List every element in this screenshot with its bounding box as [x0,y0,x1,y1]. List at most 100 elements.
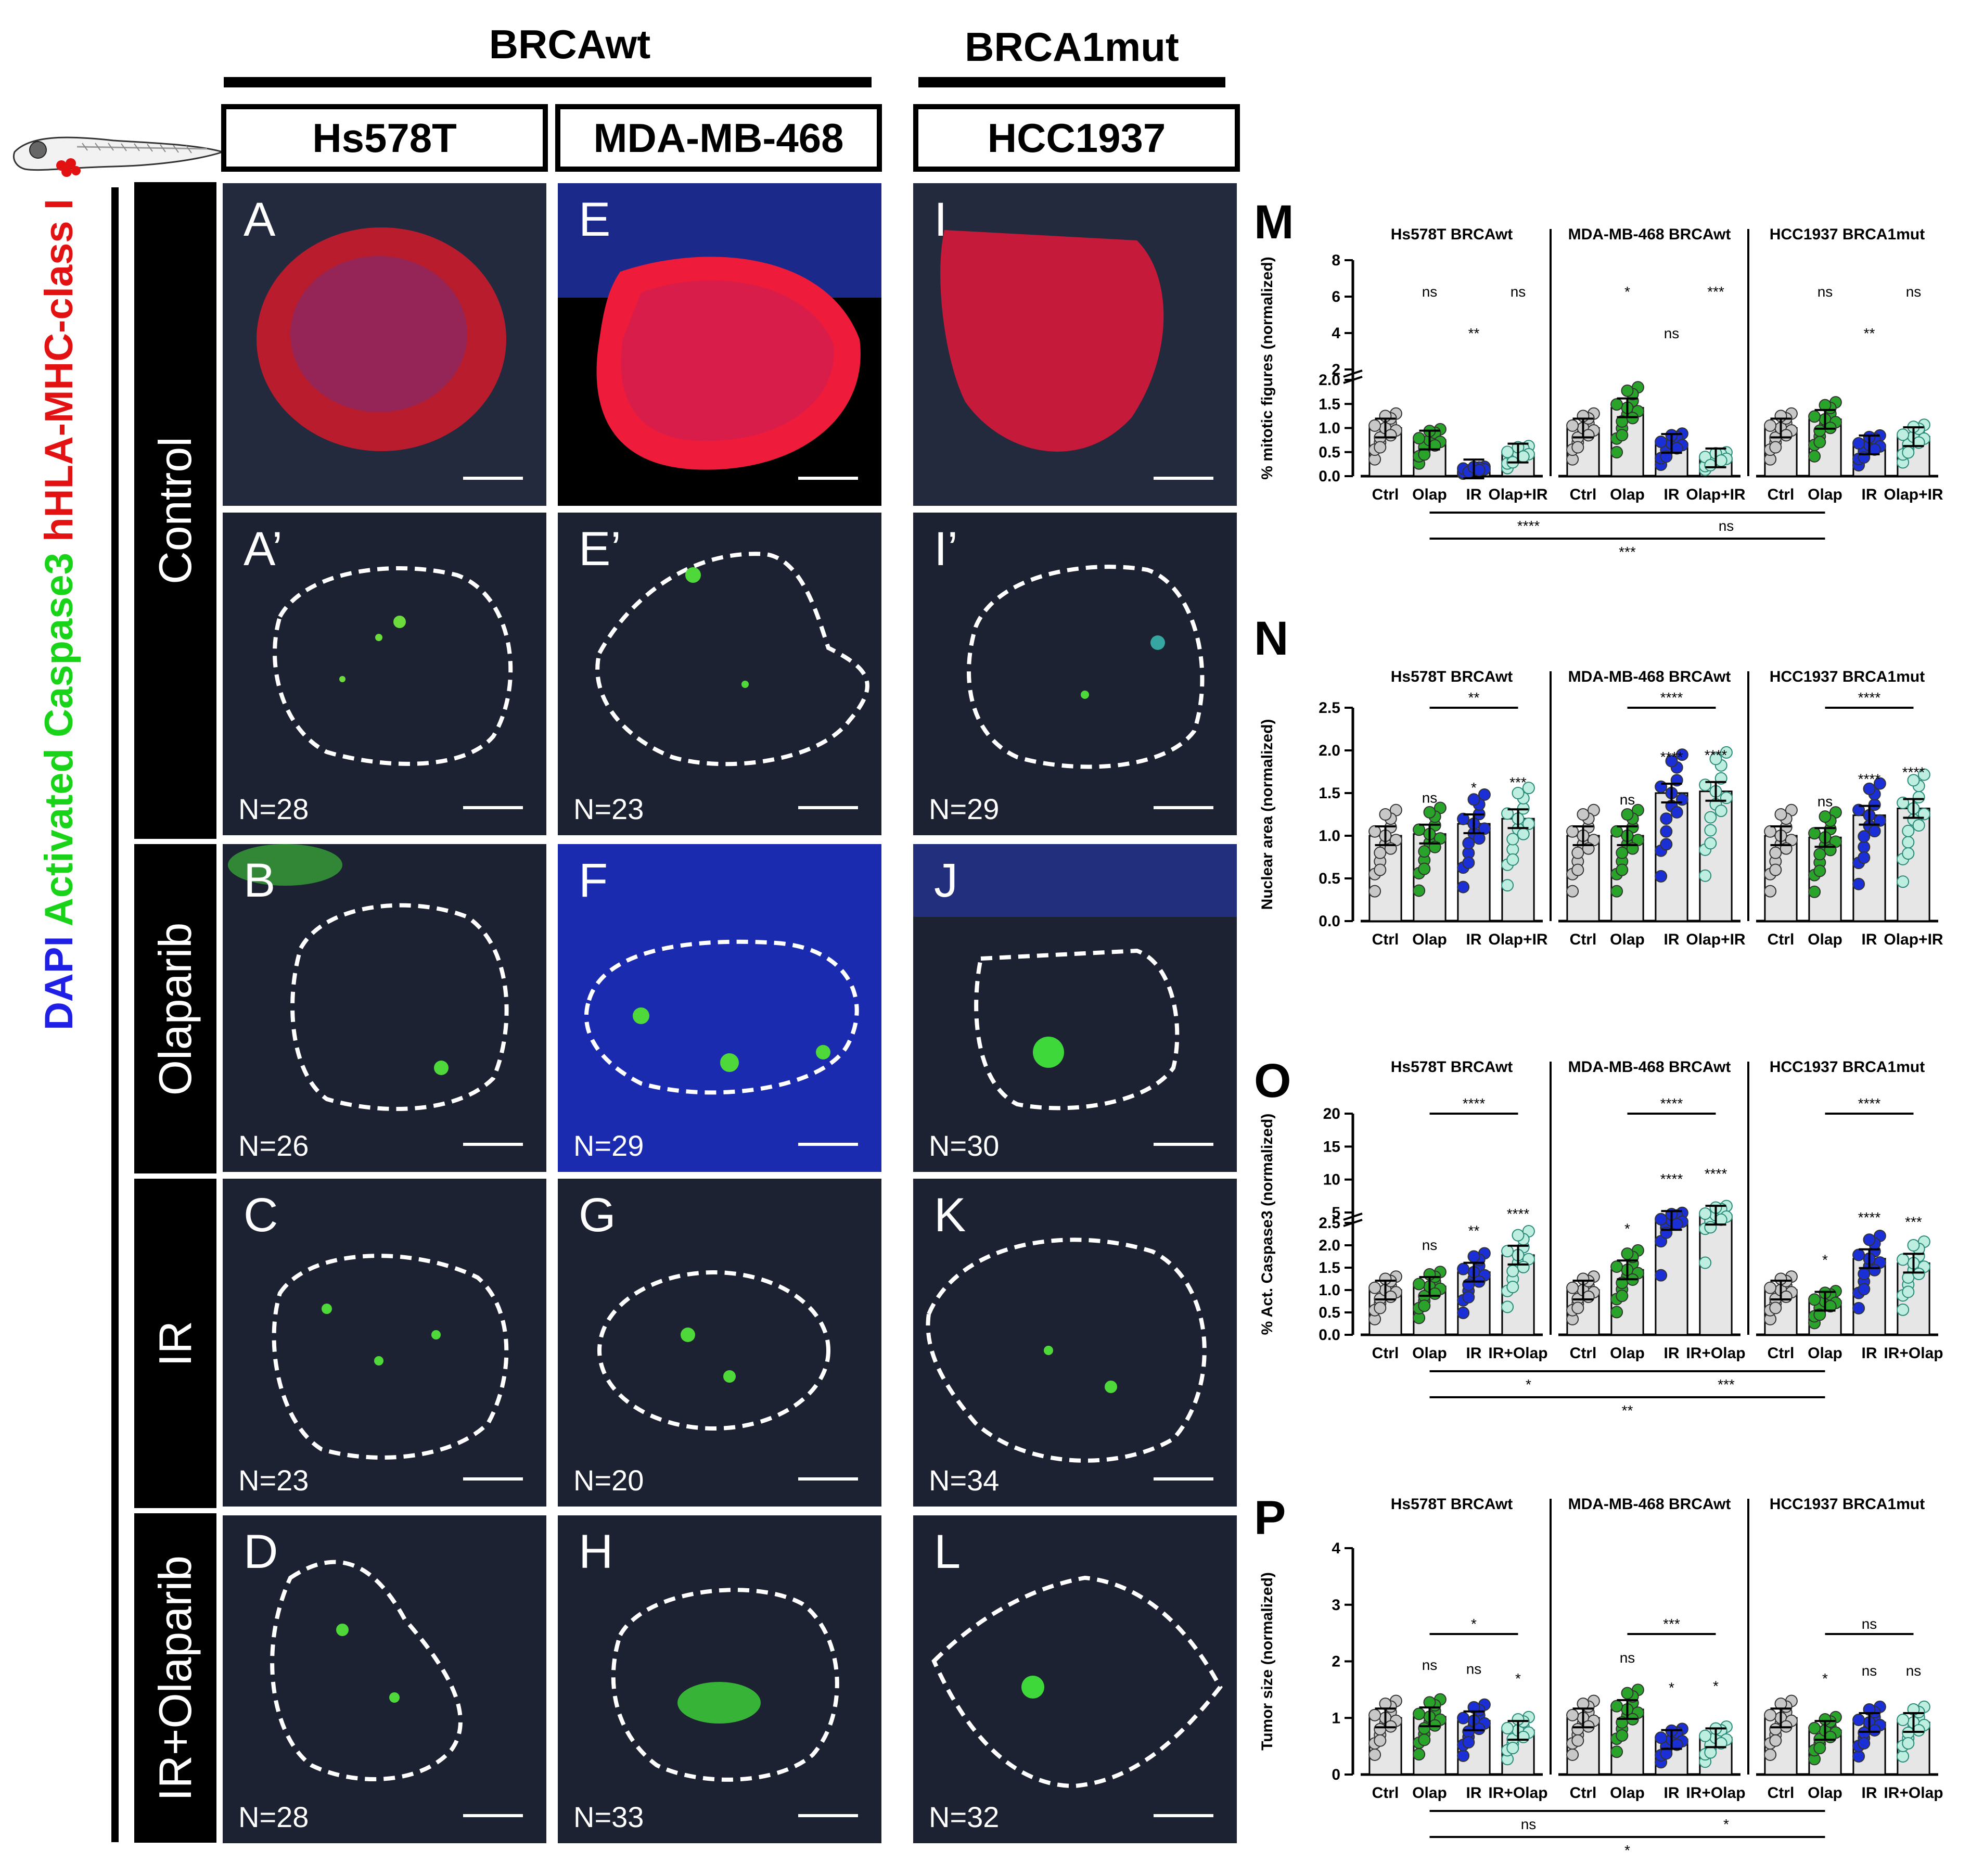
scale-bar [798,477,858,480]
chart-N: Nuclear area (normalized) 2.5 2.0 1.5 1.0 0.5… [1259,668,1943,948]
data-point [1457,1306,1470,1319]
data-point [1868,825,1881,838]
micro-panel-B: B N=26 [223,844,546,1172]
data-point [1610,398,1623,411]
data-point [1413,884,1426,897]
bracket-significance: **** [1660,1095,1683,1112]
category-label: IR+Olap [1488,1345,1547,1362]
left-divider-line [111,187,119,1842]
y-tick-label: 0.0 [1319,913,1340,930]
bracket-significance: **** [1660,690,1683,706]
data-point [1670,1218,1683,1231]
data-point [1501,1721,1514,1734]
significance-label: ns [1466,1661,1482,1677]
micro-panel-C: C N=23 [223,1179,546,1507]
group-title-brca1mut: BRCA1mut [965,24,1179,70]
data-point [1813,436,1826,449]
data-point [1902,824,1915,837]
data-point [1902,847,1915,860]
y-tick-label: 20 [1323,1105,1340,1122]
category-label: IR [1664,931,1680,948]
data-point [1577,808,1590,821]
category-label: Ctrl [1372,486,1399,503]
row-label-control: Control [134,182,216,839]
category-label: Olap+IR [1488,486,1548,503]
stain-hla: hHLA-MHC-class I [37,199,81,542]
data-point [1506,1281,1519,1294]
panel-label: K [934,1189,966,1242]
chart-letter-M: M [1254,196,1294,249]
data-point [1571,846,1584,859]
data-point [1610,1260,1623,1273]
data-point [1769,1301,1782,1315]
group-title: MDA-MB-468 BRCAwt [1568,1496,1731,1513]
data-point [1764,825,1777,838]
data-point [1917,768,1930,781]
data-point [1462,1725,1475,1738]
data-point [1808,410,1821,423]
significance-label: * [1471,780,1477,796]
data-point [1616,1729,1629,1742]
data-point [1418,1299,1431,1312]
micro-panel-D: D N=28 [223,1515,546,1843]
micro-panel-I-prime: I’ N=29 [913,513,1237,835]
data-point [1457,880,1470,894]
data-point [1616,846,1629,859]
data-point [1699,1207,1712,1220]
data-point [1660,812,1673,825]
group-title: Hs578T BRCAwt [1391,668,1513,685]
significance-label: ns [1422,1657,1438,1673]
data-point [1418,448,1431,461]
data-point [1808,1293,1821,1306]
data-point [1675,748,1688,761]
below-bracket-label: * [1723,1816,1729,1832]
significance-label: ns [1664,325,1680,341]
data-point [1704,837,1717,850]
category-label: Olap [1610,931,1645,948]
data-point [1610,825,1623,838]
significance-label: **** [1660,1171,1683,1187]
significance-label: **** [1705,1166,1727,1182]
data-point [1808,885,1821,898]
category-label: IR+Olap [1488,1784,1547,1802]
data-point [1384,1290,1397,1303]
data-point [1868,798,1881,811]
y-tick-label: 0.0 [1319,1326,1340,1344]
data-point [1808,450,1821,463]
data-point [1709,752,1722,765]
category-label: Ctrl [1372,1784,1399,1802]
significance-label: ns [1511,284,1526,300]
bracket-significance: **** [1858,1095,1881,1112]
data-point [1868,1264,1881,1277]
data-point [1714,805,1727,818]
n-label: N=23 [238,1464,309,1497]
data-point [1413,1707,1426,1720]
y-tick-label: 1 [1332,1709,1340,1727]
data-point [1912,1724,1925,1737]
data-point [1621,1687,1634,1700]
data-point [1714,454,1727,467]
data-point [1704,1221,1717,1234]
data-point [1512,1229,1525,1242]
y-tick-label: 6 [1332,288,1340,305]
below-bracket-label: *** [1619,544,1636,560]
data-point [1616,1290,1629,1303]
y-tick-label: 2.0 [1319,1237,1340,1254]
data-point [1457,1749,1470,1762]
y-tick-label: 0.5 [1319,870,1340,887]
data-point [1374,1723,1387,1735]
category-label: IR+Olap [1686,1345,1745,1362]
data-point [1473,464,1486,477]
significance-label: ns [1620,792,1635,808]
data-point [1813,848,1826,861]
category-label: IR [1466,1784,1482,1802]
data-point [1852,1713,1865,1726]
category-label: Ctrl [1570,1345,1597,1362]
data-point [1868,1724,1881,1737]
micro-panel-L: L N=32 [913,1515,1237,1843]
category-label: Olap [1412,1345,1447,1362]
data-point [1852,1750,1865,1763]
category-label: IR [1862,1345,1877,1362]
data-point [1610,1745,1623,1758]
y-tick-label: 0.5 [1319,444,1340,461]
